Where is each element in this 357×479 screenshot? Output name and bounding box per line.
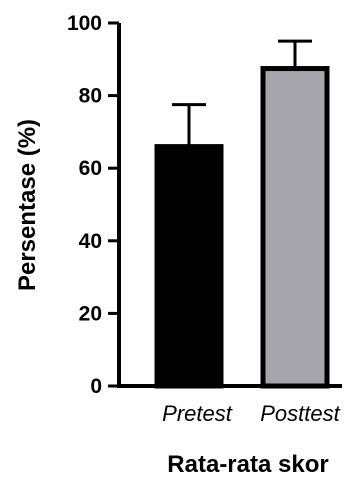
x-axis-title: Rata-rata skor	[167, 451, 328, 478]
bar-posttest	[260, 66, 330, 389]
y-tick-label: 80	[79, 85, 102, 108]
y-tick-label: 20	[79, 302, 102, 325]
category-labels: Pretest Posttest	[162, 401, 340, 426]
y-axis-title: Persentase (%)	[14, 119, 41, 291]
y-ticks: 0 20 40 60 80 100	[67, 12, 119, 398]
category-label: Posttest	[260, 401, 340, 426]
y-tick-label: 0	[90, 375, 102, 398]
bars	[154, 39, 330, 389]
y-tick-label: 100	[67, 12, 102, 35]
category-label: Pretest	[162, 401, 233, 426]
bar-pretest	[154, 144, 224, 389]
y-tick-label: 40	[79, 230, 102, 253]
y-tick-label: 60	[79, 157, 102, 180]
